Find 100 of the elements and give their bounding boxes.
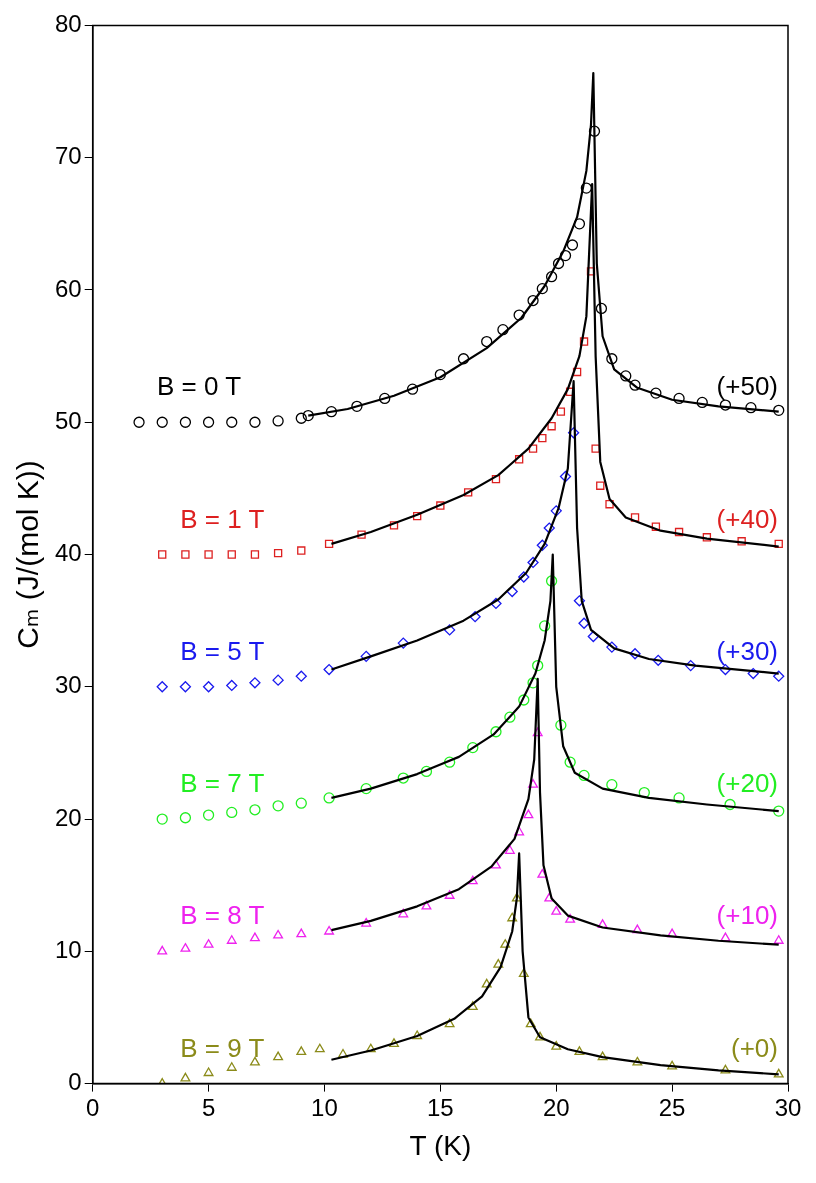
point bbox=[573, 218, 586, 230]
point bbox=[724, 798, 736, 811]
point bbox=[556, 407, 566, 416]
point bbox=[297, 546, 306, 555]
point bbox=[747, 667, 759, 680]
x-tick-label: 30 bbox=[774, 1093, 802, 1121]
point bbox=[597, 919, 608, 929]
point bbox=[719, 399, 732, 411]
point bbox=[202, 809, 215, 821]
point bbox=[500, 939, 511, 948]
point bbox=[511, 892, 522, 902]
point bbox=[559, 470, 572, 483]
point bbox=[179, 812, 192, 824]
point bbox=[737, 537, 746, 546]
point bbox=[490, 597, 502, 610]
series-label: B = 1 T bbox=[180, 503, 265, 534]
point bbox=[467, 875, 478, 885]
point bbox=[469, 611, 481, 623]
point bbox=[667, 1060, 678, 1070]
point bbox=[481, 335, 493, 348]
point bbox=[249, 804, 261, 816]
point bbox=[620, 370, 632, 382]
y-tick-label: 0 bbox=[68, 1068, 82, 1096]
point bbox=[506, 585, 518, 598]
point bbox=[551, 905, 562, 915]
point bbox=[226, 1062, 237, 1071]
point bbox=[397, 772, 409, 784]
y-tick-label: 40 bbox=[54, 539, 82, 567]
point bbox=[720, 1064, 731, 1074]
point bbox=[226, 416, 238, 428]
point bbox=[720, 932, 731, 942]
point bbox=[467, 741, 479, 754]
point bbox=[249, 416, 261, 428]
point bbox=[490, 859, 501, 869]
x-axis-title: T (K) bbox=[409, 1129, 472, 1161]
point bbox=[379, 392, 391, 405]
point bbox=[547, 422, 556, 431]
point bbox=[629, 379, 641, 391]
point bbox=[272, 674, 284, 686]
point bbox=[566, 239, 579, 251]
point bbox=[774, 539, 783, 549]
point bbox=[545, 575, 558, 587]
point bbox=[573, 595, 586, 607]
y-tick-label: 80 bbox=[54, 10, 82, 38]
point bbox=[574, 1046, 585, 1055]
point bbox=[156, 416, 168, 428]
point bbox=[272, 800, 284, 812]
point bbox=[493, 958, 504, 968]
point bbox=[605, 500, 614, 509]
series-label: B = 5 T bbox=[180, 635, 265, 666]
point bbox=[406, 383, 419, 395]
point bbox=[773, 935, 784, 944]
point bbox=[463, 488, 473, 497]
series-label: B = 0 T bbox=[157, 371, 242, 402]
point bbox=[632, 924, 643, 934]
point bbox=[295, 670, 307, 682]
y-tick-label: 20 bbox=[54, 803, 82, 831]
point bbox=[632, 1056, 643, 1066]
x-tick-label: 15 bbox=[427, 1093, 454, 1121]
point bbox=[158, 550, 167, 559]
annotation: (+0) bbox=[731, 1032, 778, 1063]
point bbox=[578, 769, 590, 782]
point bbox=[490, 726, 502, 738]
point bbox=[552, 257, 565, 270]
point bbox=[323, 792, 335, 804]
point bbox=[504, 845, 515, 854]
point bbox=[338, 1048, 348, 1058]
point bbox=[156, 681, 168, 693]
x-tick-label: 5 bbox=[201, 1093, 216, 1121]
point bbox=[513, 309, 525, 321]
point bbox=[325, 405, 338, 418]
point bbox=[202, 681, 215, 693]
x-tick-label: 20 bbox=[542, 1093, 570, 1121]
point bbox=[591, 444, 600, 453]
point bbox=[532, 727, 543, 737]
point bbox=[525, 1018, 536, 1028]
point bbox=[595, 302, 608, 315]
point bbox=[314, 1043, 325, 1053]
point bbox=[579, 337, 589, 346]
point bbox=[436, 501, 445, 510]
point bbox=[550, 505, 562, 517]
point bbox=[133, 416, 145, 428]
point bbox=[179, 681, 192, 693]
point bbox=[673, 792, 685, 804]
point bbox=[572, 367, 582, 377]
point bbox=[204, 550, 213, 559]
point bbox=[443, 624, 456, 636]
point bbox=[420, 765, 433, 778]
annotation: (+10) bbox=[716, 900, 778, 931]
point bbox=[360, 782, 372, 795]
point bbox=[295, 412, 307, 424]
point bbox=[543, 522, 555, 534]
point bbox=[421, 900, 432, 910]
point bbox=[491, 474, 501, 484]
point bbox=[514, 455, 524, 464]
point bbox=[296, 928, 307, 938]
annotation: (+50) bbox=[716, 371, 778, 402]
point bbox=[532, 659, 544, 672]
point bbox=[156, 813, 168, 825]
point bbox=[773, 1068, 784, 1078]
